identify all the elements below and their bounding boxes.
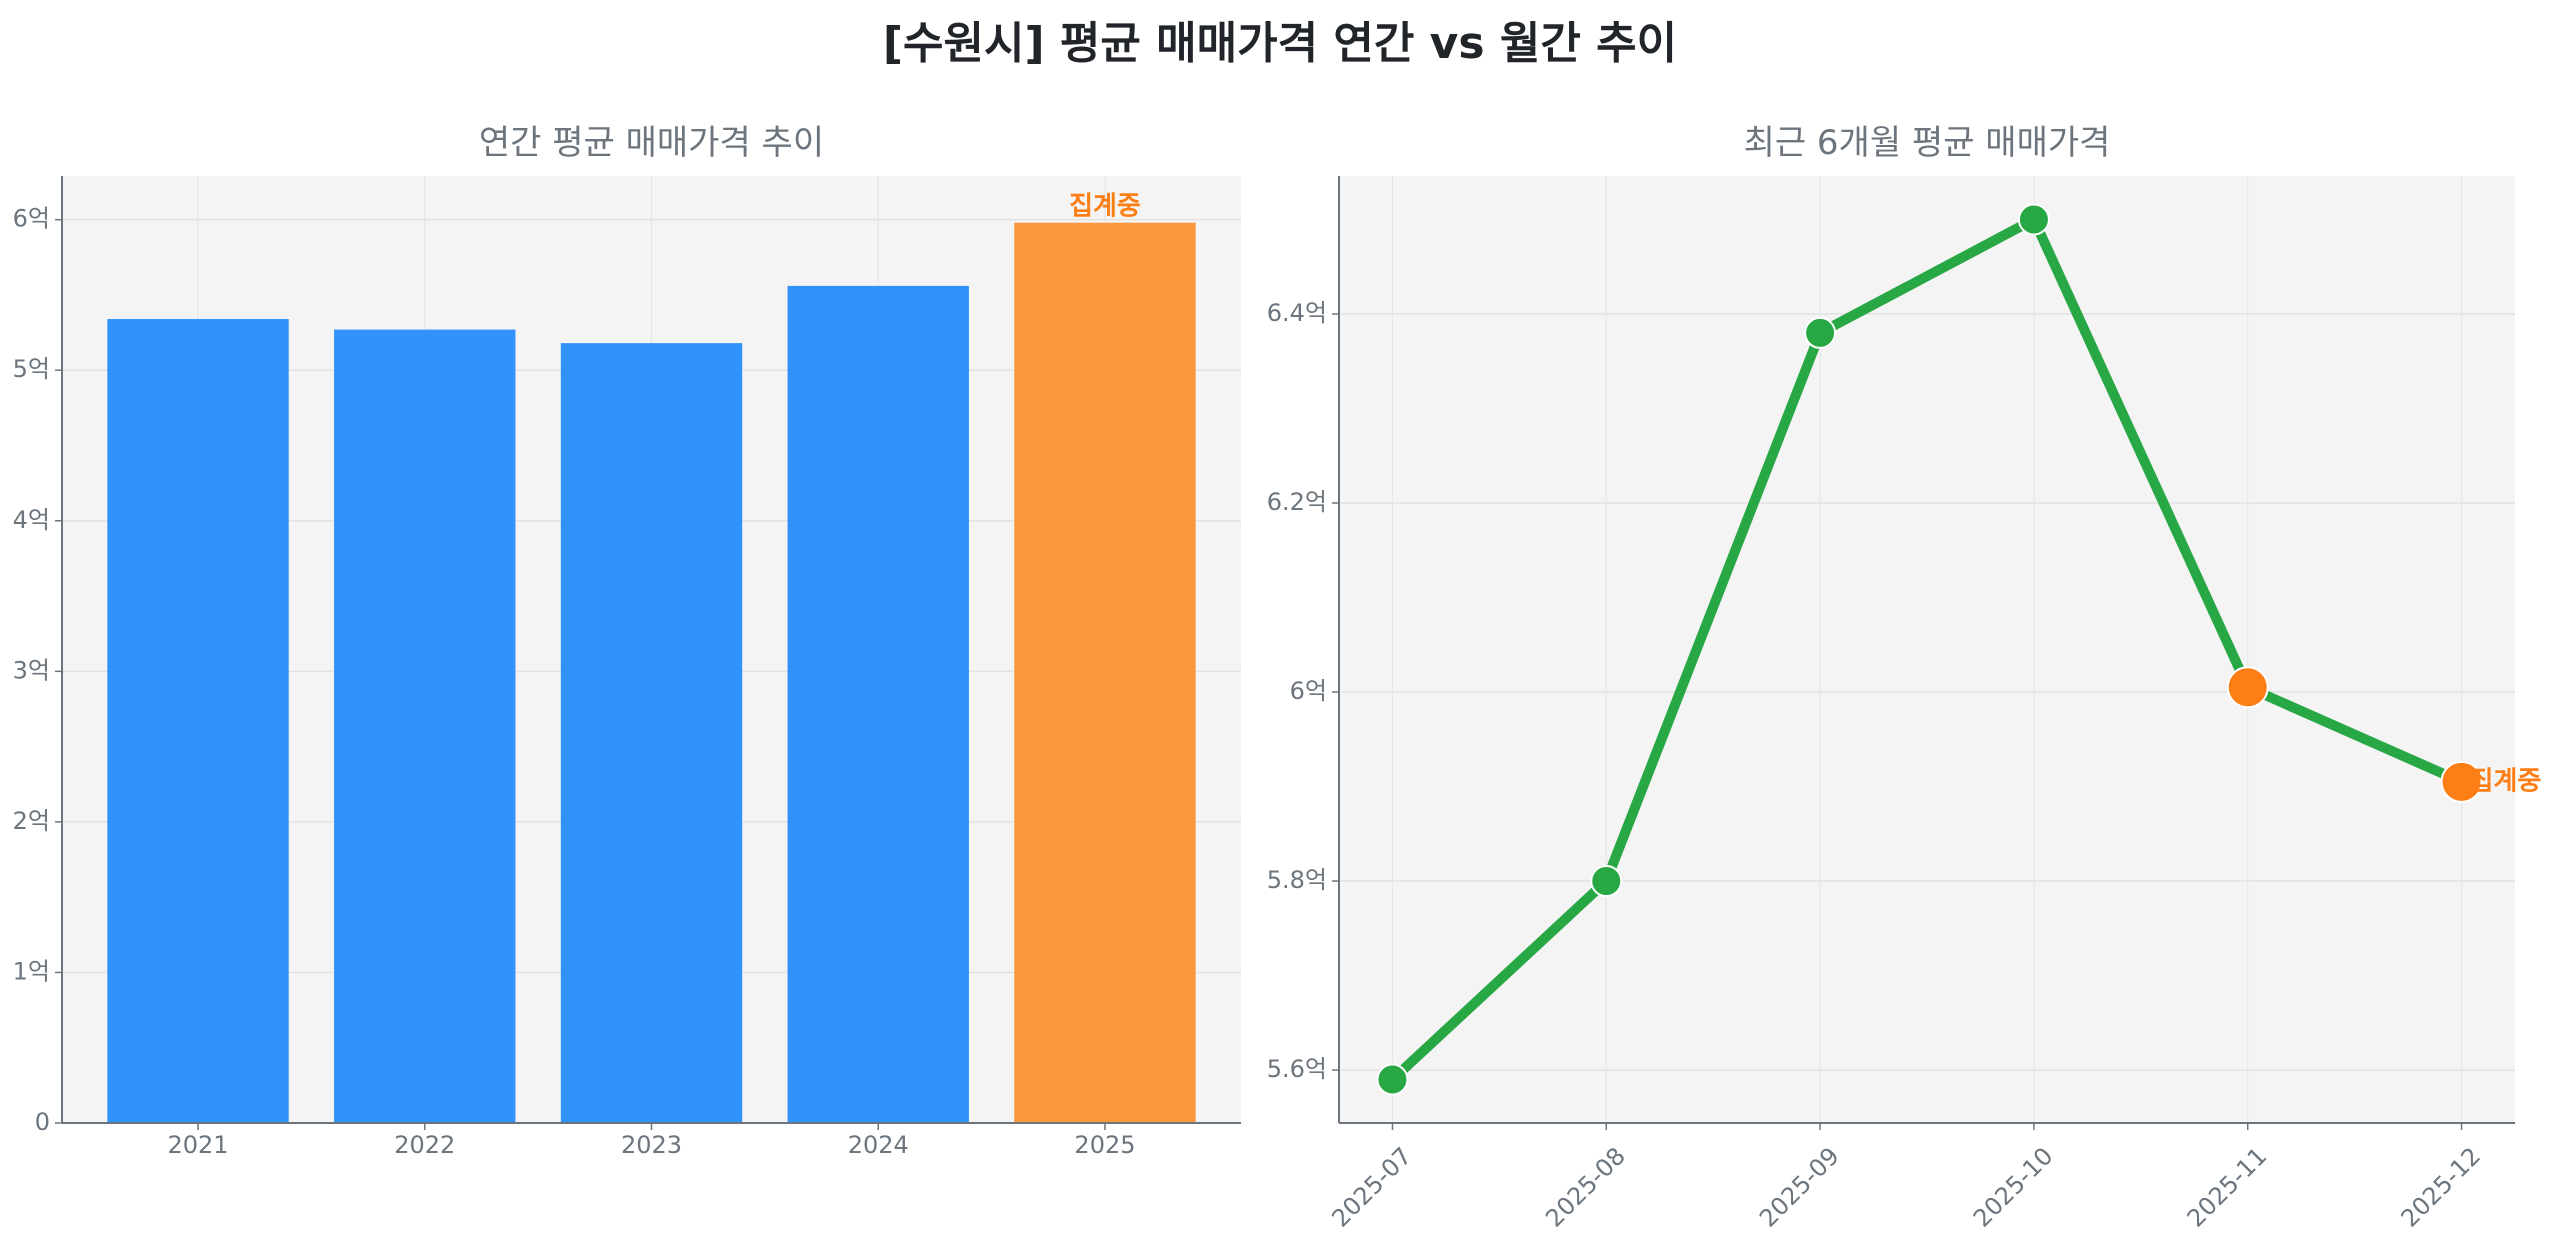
line-point-2025-10 xyxy=(2017,203,2050,236)
line-chart-xtick-label: 2025-10 xyxy=(1968,1142,2059,1233)
bar-chart-xtick-label: 2022 xyxy=(394,1131,455,1159)
bar-chart-ytick-label: 3억 xyxy=(13,656,50,684)
line-chart-title: 최근 6개월 평균 매매가격 xyxy=(1744,123,2111,163)
bar-chart-ytick-label: 4억 xyxy=(13,506,50,534)
bar-chart-ytick-label: 5억 xyxy=(13,355,50,383)
line-chart-xtick-label: 2025-12 xyxy=(2396,1142,2487,1233)
bar-2022 xyxy=(334,329,516,1123)
bar-2024 xyxy=(787,285,969,1123)
line-chart-xtick-label: 2025-11 xyxy=(2182,1142,2273,1233)
bar-chart-xtick-label: 2024 xyxy=(848,1131,909,1159)
line-chart-ytick-label: 6.4억 xyxy=(1267,299,1327,327)
line-chart-ytick-label: 5.8억 xyxy=(1267,866,1327,894)
line-point-2025-12 xyxy=(2440,760,2483,803)
bar-chart-ytick-label: 6억 xyxy=(13,205,50,233)
pending-annotation: 집계중 xyxy=(2470,766,2542,796)
line-chart-xtick-label: 2025-07 xyxy=(1326,1142,1417,1233)
line-point-2025-07 xyxy=(1376,1063,1409,1096)
pending-annotation: 집계중 xyxy=(1069,192,1141,222)
line-chart-ytick-label: 5.6억 xyxy=(1267,1055,1327,1083)
line-chart-ytick-label: 6억 xyxy=(1290,677,1327,705)
line-chart-plot-area xyxy=(1339,176,2515,1123)
line-point-2025-08 xyxy=(1590,865,1623,898)
line-chart-ytick-label: 6.2억 xyxy=(1267,488,1327,516)
bar-2021 xyxy=(107,319,289,1123)
line-chart-xtick-label: 2025-08 xyxy=(1540,1142,1631,1233)
bar-chart-ytick-label: 1억 xyxy=(13,957,50,985)
line-chart-xtick-label: 2025-09 xyxy=(1754,1142,1845,1233)
bar-chart-ytick-label: 0 xyxy=(35,1108,50,1136)
bar-2023 xyxy=(560,343,743,1123)
line-point-2025-11 xyxy=(2226,666,2269,709)
bar-chart-title: 연간 평균 매매가격 추이 xyxy=(479,123,824,163)
line-point-2025-09 xyxy=(1804,316,1837,349)
line-series xyxy=(1389,214,2464,1084)
figure-title: [수원시] 평균 매매가격 연간 vs 월간 추이 xyxy=(883,18,1677,69)
bar-2025 xyxy=(1014,222,1196,1124)
bar-chart-xtick-label: 2023 xyxy=(621,1131,682,1159)
bar-chart-xtick-label: 2025 xyxy=(1074,1131,1135,1159)
bar-chart-ytick-label: 2억 xyxy=(13,807,50,835)
bar-chart-xtick-label: 2021 xyxy=(167,1131,228,1159)
